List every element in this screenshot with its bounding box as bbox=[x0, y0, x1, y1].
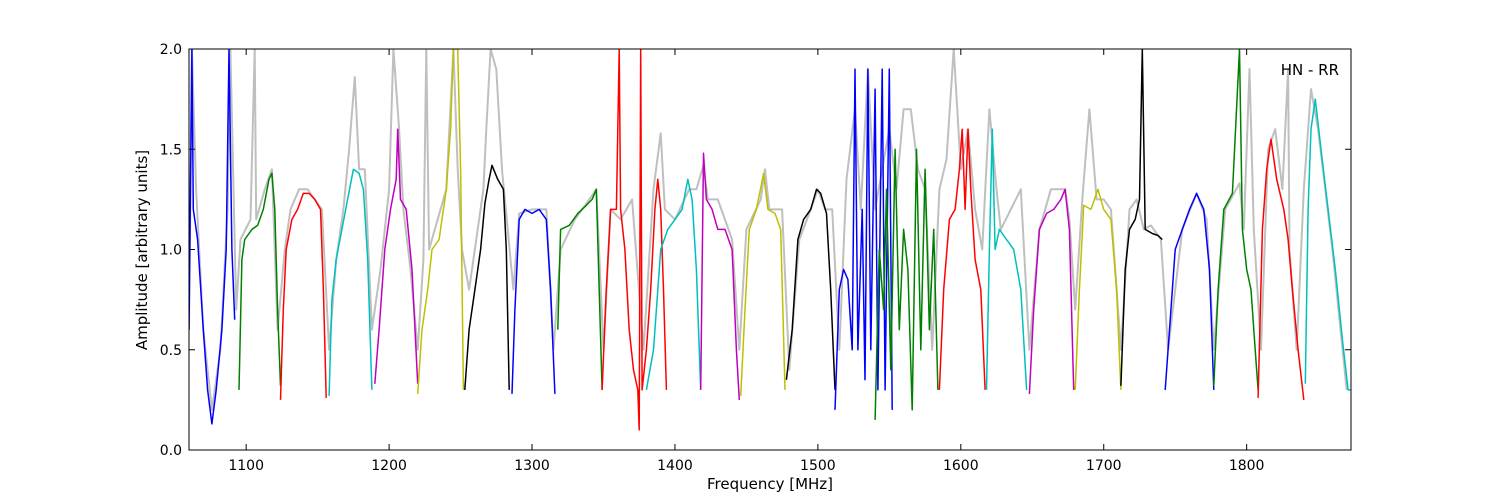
series-line-21 bbox=[1120, 49, 1163, 386]
series-line-9 bbox=[557, 188, 603, 390]
series-line-16 bbox=[874, 148, 939, 420]
series-line-7 bbox=[464, 164, 510, 390]
x-tick-label: 1700 bbox=[1086, 458, 1122, 474]
y-tick-label: 2.0 bbox=[160, 42, 182, 58]
series-layer bbox=[189, 49, 1351, 431]
series-line-8 bbox=[511, 208, 556, 394]
series-line-11 bbox=[645, 178, 702, 391]
x-tick-label: 1200 bbox=[371, 458, 407, 474]
series-line-23 bbox=[1213, 49, 1259, 390]
series-line-22 bbox=[1164, 192, 1215, 390]
x-tick-label: 1100 bbox=[228, 458, 264, 474]
x-tick-label: 1500 bbox=[800, 458, 836, 474]
y-tick-label: 0.5 bbox=[160, 343, 182, 359]
series-line-2 bbox=[238, 172, 282, 390]
plot-frame bbox=[188, 48, 1352, 451]
x-tick-label: 1300 bbox=[514, 458, 550, 474]
series-line-3 bbox=[279, 192, 327, 400]
y-tick-label: 1.0 bbox=[160, 243, 182, 259]
series-line-15 bbox=[834, 68, 893, 410]
series-line-10 bbox=[601, 49, 668, 431]
series-line-25 bbox=[1304, 98, 1351, 391]
series-line-1 bbox=[189, 49, 236, 425]
series-line-19 bbox=[1028, 188, 1075, 394]
ticks-layer: 1100 1200 1300 1400 1500 1600 1700 1800 0.0 0.5 1.… bbox=[160, 42, 1351, 474]
x-tick-label: 1400 bbox=[657, 458, 693, 474]
series-line-20 bbox=[1074, 188, 1122, 390]
series-line-4 bbox=[328, 168, 373, 396]
background-series-line bbox=[189, 49, 1348, 411]
y-axis-label: Amplitude [arbitrary units] bbox=[133, 150, 151, 350]
series-line-13 bbox=[739, 172, 786, 396]
series-line-14 bbox=[785, 188, 836, 390]
series-line-24 bbox=[1257, 138, 1305, 400]
x-tick-label: 1800 bbox=[1229, 458, 1265, 474]
x-tick-label: 1600 bbox=[943, 458, 979, 474]
plot-annotation: HN - RR bbox=[1281, 61, 1339, 79]
series-line-18 bbox=[985, 128, 1028, 390]
y-tick-label: 0.0 bbox=[160, 443, 182, 459]
y-tick-label: 1.5 bbox=[160, 142, 182, 158]
series-line-6 bbox=[416, 49, 465, 394]
series-line-5 bbox=[374, 128, 419, 384]
series-line-12 bbox=[699, 152, 741, 400]
series-line-17 bbox=[938, 128, 986, 390]
x-axis-label: Frequency [MHz] bbox=[707, 475, 833, 493]
